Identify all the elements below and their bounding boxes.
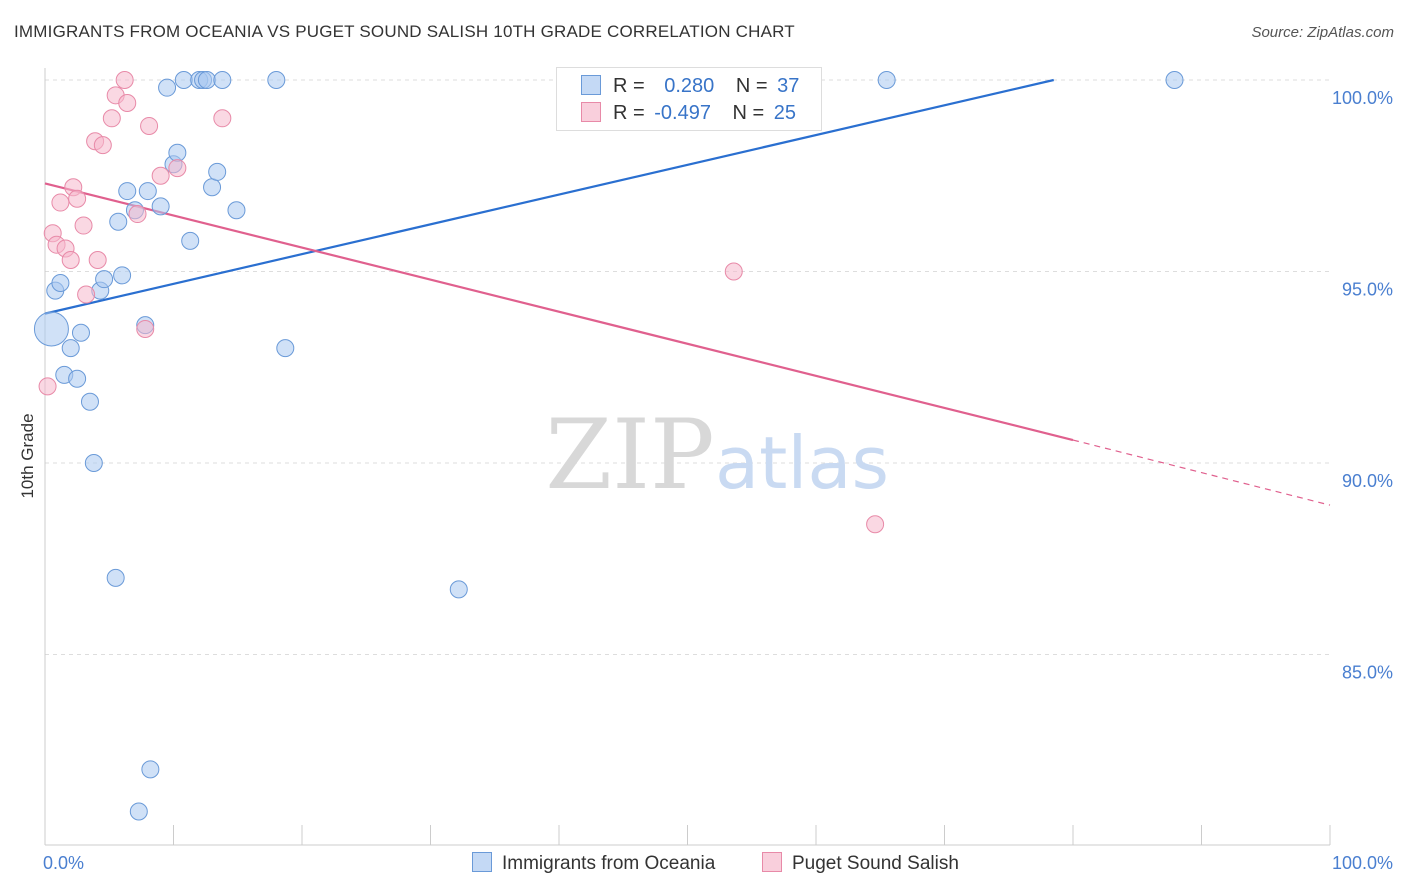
oceania-point-24 (181, 231, 200, 250)
salish-point-9 (77, 285, 96, 304)
legend-row-oceania: R = 0.280 N = 37 (581, 75, 799, 99)
legend-n-value-1: 37 (777, 75, 800, 97)
oceania-point-10 (95, 270, 114, 289)
salish-point-19 (140, 116, 159, 135)
y-tick-label-2: 90.0% (1342, 471, 1393, 491)
salish-point-16 (118, 93, 137, 112)
stats-legend: R = 0.280 N = 37 R = -0.497 N = 25 (556, 67, 822, 131)
axes (44, 68, 1331, 846)
oceania-point-12 (109, 212, 128, 231)
oceania-point-19 (151, 197, 170, 216)
oceania-point-29 (208, 162, 227, 181)
oceania-point-30 (213, 71, 232, 89)
legend-n-value-2: 25 (773, 102, 797, 124)
salish-trendline-extension (1072, 439, 1331, 506)
oceania-point-33 (276, 339, 295, 358)
oceania-point-13 (113, 266, 132, 285)
oceania-point-36 (1165, 71, 1184, 89)
legend-row-salish: R = -0.497 N = 25 (581, 102, 796, 126)
x-tick-label-1: 100.0% (1332, 853, 1393, 873)
salish-point-21 (168, 159, 187, 178)
y-tick-label-1: 95.0% (1342, 280, 1393, 300)
oceania-point-32 (267, 71, 286, 89)
x-tick-label-0: 0.0% (43, 853, 84, 873)
salish-point-5 (61, 251, 80, 270)
bottom-legend-swatch-blue (472, 852, 492, 872)
oceania-point-5 (68, 369, 87, 388)
watermark: ZIP atlas (545, 399, 889, 511)
salish-point-22 (213, 109, 232, 128)
chart-title: IMMIGRANTS FROM OCEANIA VS PUGET SOUND S… (14, 22, 795, 41)
oceania-point-11 (106, 568, 125, 587)
salish-point-17 (128, 205, 147, 224)
oceania-point-28 (203, 178, 222, 197)
bottom-legend-oceania: Immigrants from Oceania (472, 852, 715, 875)
salish-trendline (44, 182, 1074, 442)
oceania-point-37 (129, 802, 148, 821)
salish-point-23 (724, 262, 743, 281)
oceania-point-2 (51, 273, 70, 292)
legend-swatch-blue (581, 75, 601, 95)
oceania-point-14 (118, 182, 137, 201)
oceania-point-8 (84, 454, 103, 472)
oceania-point-0 (33, 311, 69, 347)
oceania-point-23 (174, 71, 193, 89)
legend-n-label-2: N = (732, 102, 765, 124)
data-points (33, 71, 1184, 821)
salish-point-11 (88, 251, 107, 270)
salish-point-3 (51, 193, 70, 212)
trendlines (44, 78, 1331, 506)
oceania-trendline (44, 78, 1054, 315)
oceania-point-35 (877, 71, 896, 89)
oceania-point-34 (449, 580, 468, 599)
oceania-point-27 (197, 71, 216, 89)
axis-labels: 100.0% 95.0% 90.0% 85.0% 0.0% 100.0% (43, 88, 1393, 873)
salish-point-0 (38, 377, 57, 396)
legend-r-label-2: R = (613, 102, 645, 124)
salish-point-24 (866, 515, 885, 534)
salish-point-12 (93, 136, 112, 155)
y-tick-label-0: 100.0% (1332, 88, 1393, 108)
watermark-zip: ZIP (545, 399, 714, 511)
y-tick-label-3: 85.0% (1342, 663, 1393, 683)
salish-point-18 (136, 319, 155, 338)
oceania-point-18 (141, 760, 160, 779)
legend-r-value-2: -0.497 (654, 102, 711, 124)
source-label: Source: ZipAtlas.com (1251, 24, 1394, 41)
oceania-point-20 (158, 78, 177, 97)
bottom-legend-label-salish: Puget Sound Salish (792, 853, 959, 874)
legend-r-label-1: R = (613, 75, 645, 97)
salish-point-8 (74, 216, 93, 235)
y-axis-title: 10th Grade (18, 413, 37, 498)
legend-n-label-1: N = (735, 75, 768, 97)
bottom-legend-salish: Puget Sound Salish (762, 852, 959, 875)
legend-r-value-1: 0.280 (664, 75, 715, 97)
oceania-point-7 (80, 392, 99, 411)
salish-point-20 (151, 166, 170, 185)
bottom-legend-swatch-pink (762, 852, 782, 872)
oceania-point-4 (61, 339, 80, 358)
gridlines (45, 79, 1330, 655)
watermark-atlas: atlas (715, 421, 889, 505)
oceania-point-17 (138, 182, 157, 201)
salish-point-7 (68, 189, 87, 208)
legend-swatch-pink (581, 102, 601, 122)
bottom-legend-label-oceania: Immigrants from Oceania (502, 853, 716, 874)
salish-point-15 (115, 71, 134, 89)
oceania-point-22 (168, 143, 187, 162)
oceania-point-6 (71, 323, 90, 342)
oceania-point-31 (227, 201, 246, 220)
salish-point-13 (102, 109, 121, 128)
